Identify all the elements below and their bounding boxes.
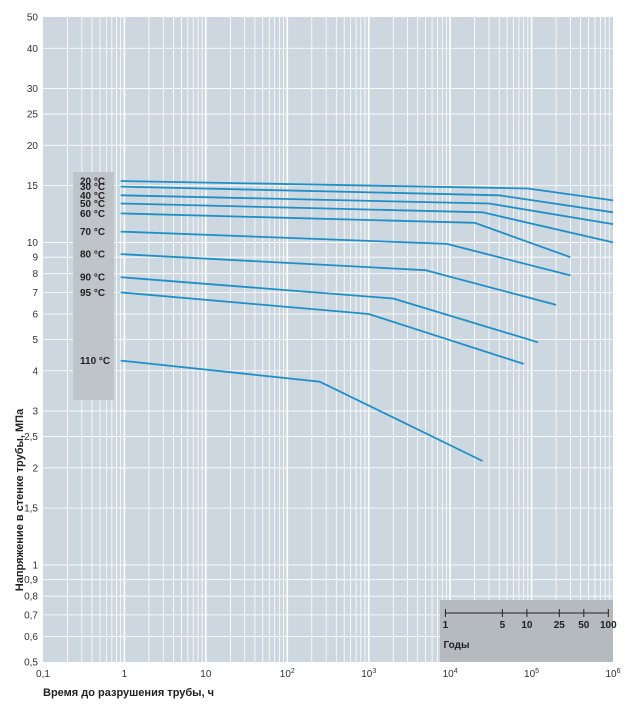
y-tick-label: 7: [32, 288, 38, 299]
series-line: [120, 291, 524, 365]
x-axis-title: Время до разрушения трубы, ч: [43, 687, 214, 699]
x-tick-exponent: 3: [372, 668, 376, 675]
series-label: 30 °C: [80, 182, 105, 193]
years-tick-label: 5: [500, 620, 506, 631]
y-tick-label: 3: [32, 407, 38, 418]
x-tick-label: 105: [524, 668, 539, 680]
series-labels: 20 °C30 °C40 °C50 °C60 °C 70 °C 80 °C 90 °C…: [80, 177, 110, 368]
y-tick-label: 10: [27, 238, 39, 249]
x-tick-label: 102: [280, 668, 295, 680]
years-title: Годы: [443, 640, 469, 651]
series-label: 70 °C: [80, 227, 105, 238]
x-tick-exponent: 5: [535, 668, 539, 675]
y-tick-label: 0,8: [24, 592, 38, 603]
series-label: 110 °C: [80, 356, 110, 367]
y-tick-label: 2,5: [24, 432, 38, 443]
years-scale: 1 5 10 25 50 100 Годы: [440, 600, 617, 662]
years-tick-label: 50: [578, 620, 590, 631]
x-tick-label: 0,1: [36, 669, 50, 680]
grid-lines: [43, 17, 613, 662]
y-tick-label: 4: [32, 366, 38, 377]
series-line: [120, 185, 614, 214]
series-line: [120, 276, 539, 344]
series-label: 90 °C: [80, 273, 105, 284]
series-label: 80 °C: [80, 250, 105, 261]
y-tick-label: 8: [32, 269, 38, 280]
series-line: [120, 359, 483, 462]
y-tick-label: 6: [32, 310, 38, 321]
x-tick-label: 10: [200, 669, 212, 680]
y-tick-label: 2: [32, 463, 38, 474]
years-tick-label: 25: [554, 620, 566, 631]
y-tick-label: 1,5: [24, 504, 38, 515]
series-lines: [120, 180, 614, 462]
x-tick-label: 104: [443, 668, 458, 680]
y-tick-label: 40: [27, 44, 39, 55]
x-tick-label: 1: [122, 669, 128, 680]
years-tick-label: 1: [443, 620, 449, 631]
y-tick-label: 0,7: [24, 610, 38, 621]
y-tick-label: 50: [27, 13, 39, 24]
series-line: [120, 180, 614, 202]
y-tick-label: 30: [27, 84, 39, 95]
series-label: 40 °C: [80, 191, 105, 202]
y-tick-label: 1: [32, 560, 38, 571]
series-label: 50 °C: [80, 199, 105, 210]
x-tick-exponent: 6: [617, 668, 621, 675]
y-axis-title: Напряжение в стенке трубы, МПа: [14, 408, 26, 591]
series-line: [120, 194, 614, 225]
y-tick-label: 15: [27, 181, 39, 192]
y-tick-labels: 0,5 0,6 0,7 0,8 0,9 1 1,5 2 2,5 3 4 5 6 7 8 9 10 15 20 25 30…: [24, 13, 38, 669]
y-tick-label: 0,5: [24, 658, 38, 669]
x-tick-exponent: 2: [291, 668, 295, 675]
years-tick-label: 10: [521, 620, 533, 631]
x-tick-label: 106: [605, 668, 620, 680]
series-line: [120, 253, 557, 306]
x-tick-label: 103: [361, 668, 376, 680]
y-tick-label: 0,6: [24, 632, 38, 643]
series-line: [120, 230, 571, 277]
years-tick-label: 100: [600, 620, 617, 631]
x-tick-labels: 0,1 1 10 102 103 104 105 106: [36, 668, 621, 680]
series-line: [120, 202, 614, 244]
series-label: 95 °C: [80, 288, 105, 299]
y-tick-label: 0,9: [24, 575, 38, 586]
y-tick-label: 9: [32, 253, 38, 264]
y-tick-label: 25: [27, 110, 39, 121]
x-tick-exponent: 4: [454, 668, 458, 675]
y-tick-label: 5: [32, 335, 38, 346]
y-tick-label: 20: [27, 141, 39, 152]
series-label: 60 °C: [80, 209, 105, 220]
series-label-panel: [73, 172, 114, 400]
series-line: [120, 212, 571, 259]
series-label: 20 °C: [80, 177, 105, 188]
